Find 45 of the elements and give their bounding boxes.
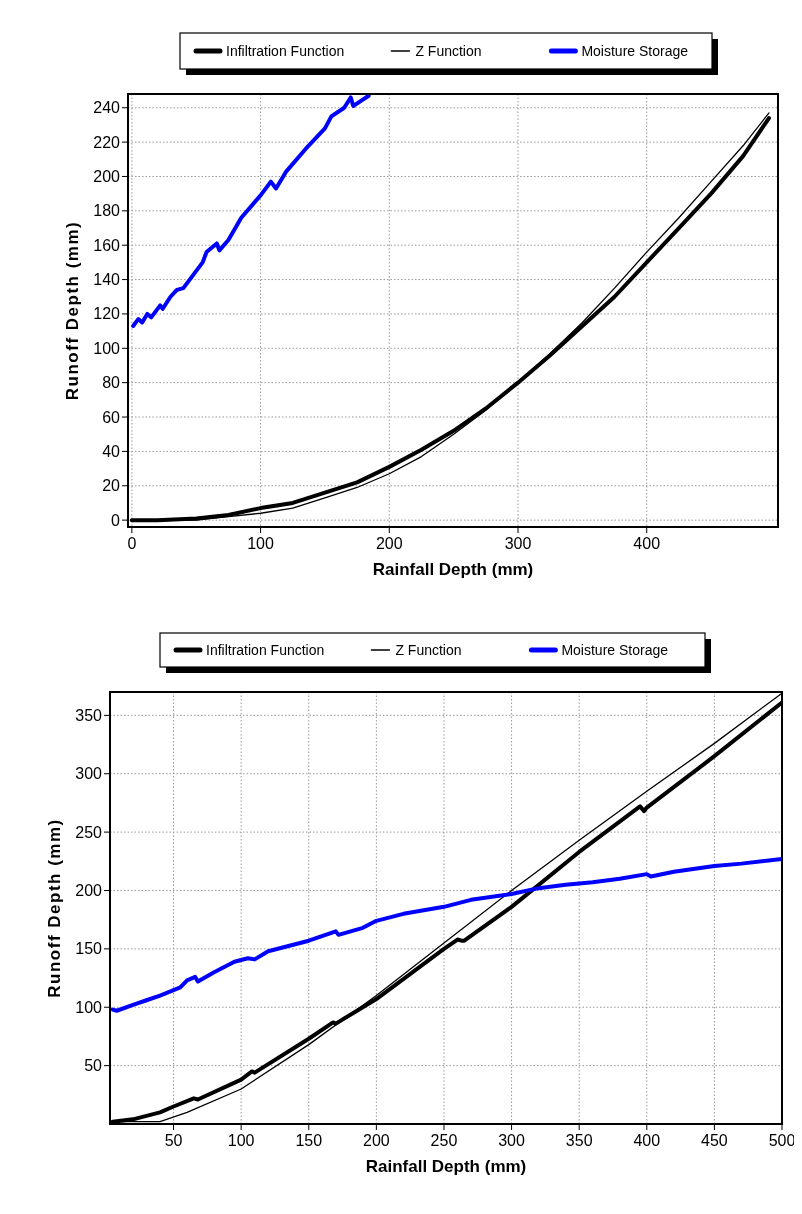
legend-label: Z Function bbox=[415, 43, 482, 59]
x-axis-title: Rainfall Depth (mm) bbox=[372, 560, 534, 579]
y-tick-label: 60 bbox=[102, 408, 121, 426]
y-tick-label: 200 bbox=[93, 167, 121, 185]
x-tick-label: 100 bbox=[247, 535, 275, 552]
y-tick-label: 350 bbox=[75, 706, 103, 724]
x-tick-label: 450 bbox=[701, 1132, 728, 1149]
y-tick-label: 0 bbox=[111, 511, 121, 529]
x-tick-label: 150 bbox=[295, 1132, 323, 1149]
x-tick-label: 400 bbox=[633, 535, 661, 552]
x-tick-label: 500 bbox=[768, 1132, 796, 1149]
x-tick-label: 200 bbox=[363, 1132, 390, 1149]
legend-label: Infiltration Function bbox=[206, 642, 325, 658]
y-tick-label: 250 bbox=[75, 823, 103, 841]
y-tick-label: 240 bbox=[93, 99, 121, 117]
legend-label: Infiltration Function bbox=[226, 43, 345, 59]
x-axis-title: Rainfall Depth (mm) bbox=[365, 1157, 527, 1176]
legend-label: Moisture Storage bbox=[581, 43, 689, 59]
x-tick-label: 300 bbox=[504, 535, 532, 552]
y-axis-title: Runoff Depth (mm) bbox=[63, 220, 82, 401]
y-tick-label: 50 bbox=[84, 1057, 103, 1075]
x-tick-label: 300 bbox=[498, 1132, 526, 1149]
legend-label: Moisture Storage bbox=[561, 642, 669, 658]
y-tick-label: 150 bbox=[75, 940, 103, 958]
x-tick-label: 250 bbox=[430, 1132, 458, 1149]
y-tick-label: 100 bbox=[75, 998, 103, 1016]
y-tick-label: 200 bbox=[75, 881, 103, 899]
y-tick-label: 120 bbox=[93, 305, 121, 323]
x-tick-label: 200 bbox=[375, 535, 403, 552]
x-tick-label: 50 bbox=[164, 1132, 183, 1149]
y-tick-label: 20 bbox=[102, 477, 121, 495]
y-axis-title: Runoff Depth (mm) bbox=[45, 818, 64, 998]
x-tick-label: 0 bbox=[127, 535, 137, 552]
y-tick-label: 40 bbox=[102, 442, 121, 460]
x-tick-label: 350 bbox=[565, 1132, 593, 1149]
y-tick-label: 220 bbox=[93, 133, 121, 151]
y-tick-label: 80 bbox=[102, 374, 121, 392]
y-tick-label: 300 bbox=[75, 765, 103, 783]
y-tick-label: 160 bbox=[93, 236, 121, 254]
x-tick-label: 400 bbox=[633, 1132, 661, 1149]
x-tick-label: 100 bbox=[227, 1132, 255, 1149]
y-tick-label: 100 bbox=[93, 339, 121, 357]
legend-label: Z Function bbox=[395, 642, 462, 658]
y-tick-label: 180 bbox=[93, 202, 121, 220]
y-tick-label: 140 bbox=[93, 271, 121, 289]
